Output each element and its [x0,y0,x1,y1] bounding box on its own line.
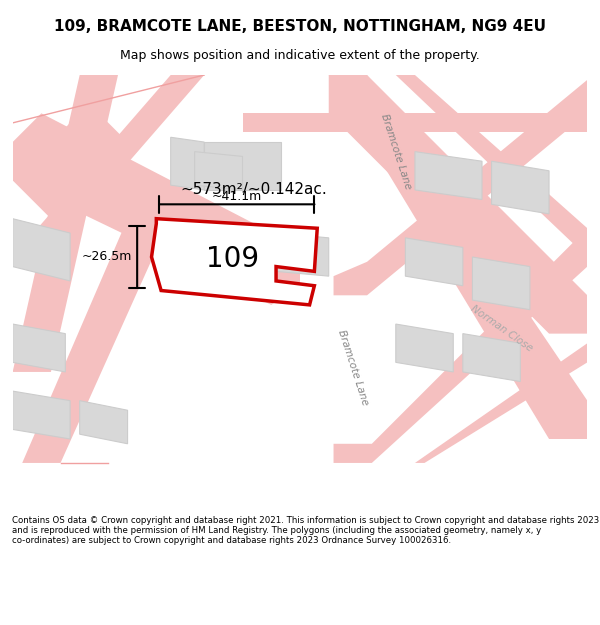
Polygon shape [396,324,453,372]
Polygon shape [463,334,520,381]
Polygon shape [13,104,137,219]
Polygon shape [13,113,300,305]
Polygon shape [415,152,482,199]
Polygon shape [491,161,549,214]
Polygon shape [80,401,128,444]
Text: ~573m²/~0.142ac.: ~573m²/~0.142ac. [180,182,327,198]
Text: 109, BRAMCOTE LANE, BEESTON, NOTTINGHAM, NG9 4EU: 109, BRAMCOTE LANE, BEESTON, NOTTINGHAM,… [54,19,546,34]
Polygon shape [194,152,242,190]
Polygon shape [406,238,463,286]
Polygon shape [334,80,587,296]
Polygon shape [396,75,587,257]
Text: Bramcote Lane: Bramcote Lane [379,112,413,191]
Text: Norman Close: Norman Close [469,304,534,354]
Polygon shape [329,75,587,334]
Polygon shape [334,228,587,463]
Polygon shape [13,75,204,257]
Polygon shape [415,343,587,463]
Polygon shape [170,138,204,190]
Polygon shape [22,219,166,463]
Polygon shape [276,233,329,276]
Text: ~26.5m: ~26.5m [82,251,133,264]
Polygon shape [242,113,587,132]
Text: ~41.1m: ~41.1m [212,190,262,203]
Polygon shape [13,219,70,281]
Text: Contains OS data © Crown copyright and database right 2021. This information is : Contains OS data © Crown copyright and d… [12,516,599,546]
Text: 109: 109 [206,245,260,273]
Text: Bramcote Lane: Bramcote Lane [336,328,370,406]
Polygon shape [13,75,118,372]
Text: Map shows position and indicative extent of the property.: Map shows position and indicative extent… [120,49,480,62]
Polygon shape [199,233,271,281]
Polygon shape [152,219,317,305]
Polygon shape [329,75,587,439]
Polygon shape [13,391,70,439]
Polygon shape [204,142,281,190]
Polygon shape [13,324,65,372]
Polygon shape [472,257,530,309]
